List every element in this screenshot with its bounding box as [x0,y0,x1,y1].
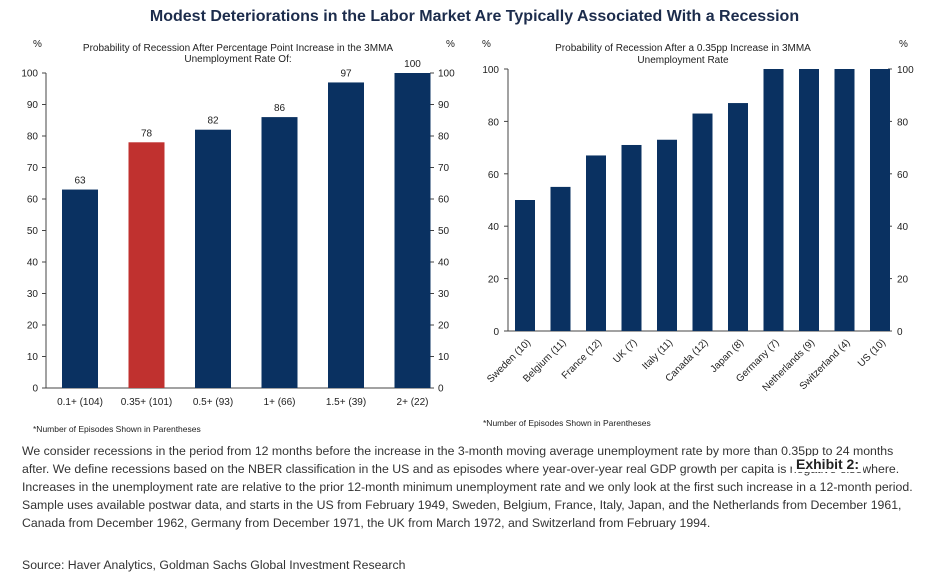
left-x-tick-label: 2+ (22) [397,397,429,408]
left-y-unit-label-right: % [446,39,455,50]
left-x-tick-label: 1.5+ (39) [326,397,366,408]
right-bar [550,186,571,331]
right-x-tick-label: Italy (11) [640,337,675,372]
right-y-tick-label-right: 20 [897,275,909,286]
right-y-tick-label: 60 [488,170,500,181]
left-bar-data-label: 97 [340,68,352,79]
left-chart-title-line: Probability of Recession After Percentag… [83,43,393,54]
right-bar [763,69,784,331]
right-y-tick-label: 40 [488,222,500,233]
left-x-tick-label: 0.1+ (104) [57,397,103,408]
main-title: Modest Deteriorations in the Labor Marke… [149,8,800,25]
left-y-tick-label: 100 [21,69,38,80]
left-bar [128,142,165,388]
left-y-tick-label-right: 60 [438,195,450,206]
left-bar [328,82,364,388]
left-y-unit-label: % [33,39,42,50]
right-y-tick-label: 0 [493,327,499,338]
right-bar [515,200,535,331]
left-y-tick-label: 70 [27,163,39,174]
left-chart-footnote: *Number of Episodes Shown in Parentheses [33,424,201,434]
exhibit-label: Exhibit 2: [792,456,864,472]
left-y-tick-label-right: 90 [438,100,450,111]
left-y-tick-label-right: 70 [438,163,450,174]
right-bar [692,113,713,331]
left-y-tick-label: 80 [27,132,39,143]
right-y-tick-label: 20 [488,275,500,286]
right-x-tick-label: US (10) [856,337,888,369]
right-x-tick-label: UK (7) [611,337,639,365]
right-bar [799,69,819,331]
left-y-tick-label: 0 [32,384,38,395]
right-chart-title-line: Unemployment Rate [637,55,729,66]
left-y-tick-label-right: 80 [438,132,450,143]
left-y-tick-label-right: 100 [438,69,455,80]
left-y-tick-label-right: 20 [438,321,450,332]
left-y-tick-label-right: 30 [438,289,450,300]
left-y-tick-label: 20 [27,321,39,332]
left-chart-title-line: Unemployment Rate Of: [184,54,291,65]
source-text: Source: Haver Analytics, Goldman Sachs G… [22,558,406,572]
right-y-tick-label-right: 0 [897,327,903,338]
left-bar [394,73,431,388]
right-y-tick-label-right: 60 [897,170,909,181]
right-chart-title-line: Probability of Recession After a 0.35pp … [555,43,811,54]
right-chart-footnote: *Number of Episodes Shown in Parentheses [483,418,651,428]
left-y-tick-label: 90 [27,100,39,111]
left-bar-data-label: 63 [74,176,86,187]
left-y-tick-label: 50 [27,226,39,237]
left-bar-data-label: 86 [274,103,286,114]
left-y-tick-label-right: 40 [438,258,450,269]
left-chart: % % Probability of Recession After Percent… [21,39,455,408]
right-bar [834,69,855,331]
description-text: We consider recessions in the period fro… [22,444,913,530]
right-y-tick-label-right: 80 [897,117,909,128]
right-bar [728,103,748,331]
right-chart: % % Probability of Recession After a 0.35p… [482,39,914,394]
right-y-tick-label-right: 40 [897,222,909,233]
left-bar [195,129,231,388]
right-bar [870,69,890,331]
left-x-tick-label: 1+ (66) [264,397,296,408]
left-y-tick-label-right: 0 [438,384,444,395]
right-bar [621,144,642,331]
left-bar-data-label: 100 [404,59,421,70]
left-y-tick-label-right: 50 [438,226,450,237]
left-bar-data-label: 82 [207,116,219,127]
left-bar [261,117,298,388]
left-x-tick-label: 0.35+ (101) [121,397,172,408]
left-x-tick-label: 0.5+ (93) [193,397,233,408]
left-y-tick-label-right: 10 [438,352,450,363]
right-y-unit-label-right: % [899,39,908,50]
left-y-tick-label: 30 [27,289,39,300]
right-y-tick-label: 100 [482,65,499,76]
left-y-tick-label: 10 [27,352,39,363]
right-y-unit-label: % [482,39,491,50]
right-y-tick-label-right: 100 [897,65,914,76]
left-y-tick-label: 60 [27,195,39,206]
right-bar [657,139,677,331]
left-y-tick-label: 40 [27,258,39,269]
left-bar [62,189,98,388]
right-bar [586,155,606,331]
left-bar-data-label: 78 [141,128,153,139]
right-y-tick-label: 80 [488,117,500,128]
